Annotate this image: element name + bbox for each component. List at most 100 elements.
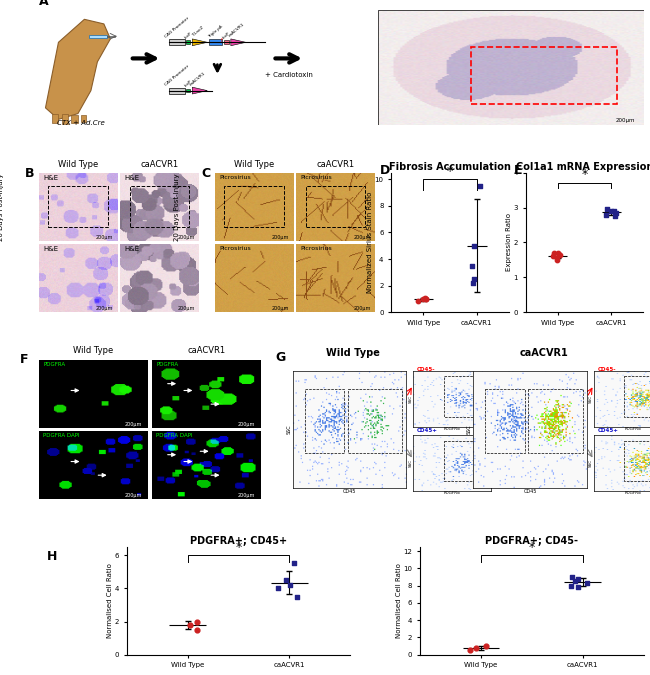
Bar bbox=[306, 186, 365, 227]
Bar bbox=[169, 39, 185, 45]
Bar bbox=[224, 40, 229, 44]
Bar bbox=[81, 115, 86, 122]
Point bbox=[581, 578, 592, 589]
Text: F: F bbox=[20, 353, 28, 366]
Point bbox=[421, 294, 432, 304]
Bar bbox=[89, 35, 107, 38]
Text: Picrosirius: Picrosirius bbox=[219, 246, 251, 251]
Text: Wild Type: Wild Type bbox=[326, 348, 380, 358]
Point bbox=[421, 294, 431, 305]
Text: 200μm: 200μm bbox=[353, 306, 370, 311]
Text: 200μm: 200μm bbox=[353, 235, 370, 240]
Point bbox=[608, 206, 619, 217]
Point bbox=[469, 273, 479, 284]
Point bbox=[419, 293, 430, 304]
Text: CD45+: CD45+ bbox=[597, 428, 618, 433]
Point bbox=[413, 296, 423, 306]
Text: *: * bbox=[447, 165, 453, 178]
Text: CAG Promoter: CAG Promoter bbox=[164, 16, 190, 38]
Bar bbox=[209, 39, 222, 45]
Text: Picrosirius: Picrosirius bbox=[219, 175, 251, 180]
Polygon shape bbox=[192, 87, 207, 94]
Polygon shape bbox=[231, 39, 246, 46]
Text: H&E: H&E bbox=[124, 175, 139, 181]
Point bbox=[606, 206, 616, 217]
Text: *: * bbox=[235, 541, 242, 554]
Point bbox=[566, 580, 576, 591]
Title: Col1a1 mRNA Expression: Col1a1 mRNA Expression bbox=[516, 162, 650, 172]
Y-axis label: Normalised Cell Ratio: Normalised Cell Ratio bbox=[396, 564, 402, 638]
Point bbox=[281, 574, 291, 585]
Text: H&E: H&E bbox=[43, 175, 58, 181]
Point bbox=[471, 643, 481, 653]
Bar bbox=[471, 47, 617, 105]
Bar bbox=[186, 40, 190, 44]
Text: T-LacZ: T-LacZ bbox=[191, 26, 204, 38]
Point bbox=[552, 254, 563, 265]
Text: 20 Days Post-Injury: 20 Days Post-Injury bbox=[174, 173, 180, 241]
Point bbox=[573, 573, 583, 584]
Text: A: A bbox=[39, 0, 49, 8]
Text: caACVR1: caACVR1 bbox=[140, 160, 179, 169]
Text: CD45-: CD45- bbox=[597, 367, 616, 372]
Text: 200μm: 200μm bbox=[125, 493, 142, 498]
Polygon shape bbox=[192, 39, 207, 46]
Point bbox=[285, 580, 295, 591]
Point bbox=[602, 204, 612, 215]
Text: D: D bbox=[380, 165, 389, 178]
Text: 200μm: 200μm bbox=[177, 306, 194, 311]
Bar bbox=[62, 113, 68, 124]
Text: 200μm: 200μm bbox=[272, 235, 289, 240]
Text: Picrosirius: Picrosirius bbox=[300, 246, 332, 251]
Bar bbox=[107, 36, 115, 37]
Text: loxP: loxP bbox=[183, 79, 192, 88]
Point bbox=[570, 576, 580, 587]
Point bbox=[418, 294, 428, 304]
Y-axis label: Expression Ratio: Expression Ratio bbox=[506, 213, 512, 271]
Point bbox=[467, 261, 478, 271]
Text: caACVR1: caACVR1 bbox=[187, 346, 225, 355]
Bar bbox=[224, 186, 284, 227]
Text: PDGFRA: PDGFRA bbox=[44, 362, 66, 367]
Bar bbox=[129, 186, 189, 227]
Text: H: H bbox=[47, 550, 57, 563]
Text: + Cardiotoxin: + Cardiotoxin bbox=[265, 72, 313, 78]
Text: Wild Type: Wild Type bbox=[234, 160, 274, 169]
Text: f: f bbox=[222, 38, 223, 43]
Text: 200μm: 200μm bbox=[177, 235, 194, 240]
Point bbox=[481, 641, 491, 651]
Text: C: C bbox=[201, 167, 210, 180]
Bar bbox=[186, 88, 190, 92]
Text: 200μm: 200μm bbox=[238, 422, 255, 427]
Text: loxP: loxP bbox=[183, 31, 192, 39]
Point bbox=[185, 620, 195, 630]
Text: 200μm: 200μm bbox=[125, 422, 142, 427]
Point bbox=[273, 583, 283, 594]
Point bbox=[289, 558, 299, 569]
Text: PDGFRA DAPI: PDGFRA DAPI bbox=[44, 433, 80, 438]
Text: E: E bbox=[514, 165, 523, 178]
Text: PDGFRA: PDGFRA bbox=[156, 362, 178, 367]
Point bbox=[474, 181, 485, 192]
Text: CTX + Ad.Cre: CTX + Ad.Cre bbox=[57, 120, 105, 126]
Point bbox=[566, 572, 577, 583]
Text: Wild Type: Wild Type bbox=[73, 346, 113, 355]
Text: 200μm: 200μm bbox=[96, 235, 113, 240]
Text: CAG Promoter: CAG Promoter bbox=[164, 64, 190, 87]
Point bbox=[610, 211, 620, 221]
Text: Picrosirius: Picrosirius bbox=[300, 175, 332, 180]
Point bbox=[192, 624, 203, 635]
Text: 200μm: 200μm bbox=[272, 306, 289, 311]
Text: Triple pA: Triple pA bbox=[208, 24, 224, 38]
Point bbox=[552, 248, 563, 259]
Point bbox=[547, 251, 558, 262]
Title: Fibrosis Accumulation: Fibrosis Accumulation bbox=[389, 162, 511, 172]
Text: 20 Days Post-Injury: 20 Days Post-Injury bbox=[0, 173, 4, 241]
Text: caACVR1: caACVR1 bbox=[317, 160, 354, 169]
Text: 200μm: 200μm bbox=[616, 117, 636, 123]
Text: H&E: H&E bbox=[124, 246, 139, 252]
Point bbox=[469, 240, 479, 251]
Polygon shape bbox=[46, 20, 110, 119]
Text: B: B bbox=[25, 167, 34, 180]
Text: PDGFRA DAPI: PDGFRA DAPI bbox=[156, 433, 193, 438]
